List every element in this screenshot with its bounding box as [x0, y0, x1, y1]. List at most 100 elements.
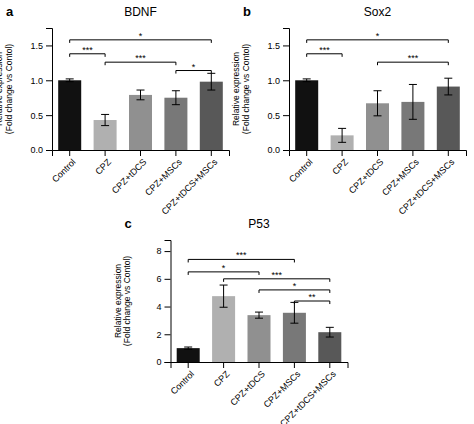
significance-label: *	[192, 62, 196, 72]
y-axis: 0.00.51.01.5	[267, 29, 289, 156]
x-tick: CPZ+tDCS+MSCs	[160, 150, 220, 217]
significance-label: ***	[271, 270, 282, 280]
bar	[247, 315, 270, 362]
error-bar	[374, 91, 382, 116]
y-tick: 0.0	[267, 145, 289, 155]
x-tick-mark	[140, 150, 141, 156]
y-tick-label: 1.5	[267, 41, 280, 51]
bar	[177, 348, 200, 362]
y-tick: 1.0	[30, 76, 52, 86]
significance-label: ***	[236, 250, 247, 260]
x-tick-mark	[223, 362, 224, 368]
significance: **********	[188, 250, 330, 304]
y-tick-mark	[46, 115, 52, 116]
y-tick: 8	[156, 246, 170, 256]
title: Sox2	[364, 5, 392, 19]
y-tick-mark	[46, 80, 52, 81]
y-tick: 1.5	[30, 41, 52, 51]
error-bar	[338, 128, 346, 142]
y-tick: 0.0	[30, 145, 52, 155]
y-tick-mark	[165, 362, 171, 363]
y-axis-title: Relative expression(Fold change vs Conto…	[0, 44, 14, 134]
y-tick: 6	[156, 274, 170, 284]
x-tick-label: CPZ	[93, 157, 113, 177]
y-tick: 4	[156, 302, 170, 312]
y-tick: 1.5	[267, 41, 289, 51]
x-tick-mark	[294, 362, 295, 368]
y-tick-label: 6	[156, 274, 161, 284]
x-axis: ControlCPZCPZ+tDCSCPZ+MSCsCPZ+tDCS+MSCs	[50, 150, 229, 217]
error-bar	[172, 91, 180, 105]
y-tick-mark	[283, 45, 289, 46]
x-tick-label: Control	[169, 369, 197, 397]
y-tick-mark	[283, 80, 289, 81]
x-axis-line	[171, 363, 348, 369]
y-axis-line	[165, 241, 172, 363]
y-tick-label: 1.0	[30, 76, 43, 86]
error-bar	[303, 79, 311, 82]
panel: 0.00.51.01.5ControlCPZCPZ+tDCSCPZ+MSCsCP…	[231, 4, 467, 217]
x-tick: Control	[287, 150, 315, 185]
y-tick-label: 0.0	[267, 145, 280, 155]
x-tick-label: CPZ+tDCS+MSCs	[278, 369, 338, 424]
significance-label: ***	[408, 53, 419, 63]
x-tick-mark	[211, 150, 212, 156]
x-tick-label: CPZ+tDCS+MSCs	[160, 157, 220, 217]
x-tick-mark	[377, 150, 378, 156]
y-axis: 0.0 0.5 1.0 1.5	[30, 29, 52, 156]
plot-area	[295, 78, 460, 150]
title: P53	[248, 217, 270, 231]
error-bar	[101, 114, 109, 125]
panel-label: b	[243, 4, 251, 19]
x-tick-label: CPZ	[212, 369, 232, 389]
y-tick: 0.5	[30, 111, 52, 121]
y-tick-label: 8	[156, 246, 161, 256]
y-tick-label: 1.5	[30, 41, 43, 51]
y-tick-mark	[165, 251, 171, 252]
significance-label: *	[139, 31, 143, 41]
y-axis-title: Relative expression(Fold change vs Conto…	[113, 256, 133, 346]
x-axis: ControlCPZCPZ+tDCSCPZ+MSCsCPZ+tDCS+MSCs	[169, 362, 348, 424]
y-axis: 02468	[156, 241, 171, 368]
panel-label: a	[6, 4, 14, 19]
significance-label: ***	[135, 53, 146, 63]
x-tick: CPZ+tDCS	[347, 150, 386, 196]
x-tick: CPZ+tDCS	[110, 150, 149, 196]
bar	[437, 87, 460, 150]
error-bar	[255, 312, 263, 318]
x-tick: CPZ+tDCS	[228, 362, 267, 408]
x-tick: Control	[169, 362, 197, 397]
panel: 02468ControlCPZCPZ+tDCSCPZ+MSCsCPZ+tDCS+…	[113, 216, 349, 424]
y-tick-mark	[283, 150, 289, 151]
bar	[295, 80, 318, 150]
y-tick-mark	[165, 334, 171, 335]
x-tick: CPZ	[330, 150, 350, 177]
x-tick-mark	[175, 150, 176, 156]
significance: ********	[70, 31, 212, 74]
y-axis-line	[46, 29, 53, 151]
significance-label: *	[376, 31, 380, 41]
x-tick-mark	[105, 150, 106, 156]
x-tick: CPZ+tDCS+MSCs	[278, 362, 338, 424]
significance-label: *	[222, 263, 226, 273]
y-tick-mark	[46, 150, 52, 151]
y-axis-title: Relative expression(Fold change vs Conto…	[231, 44, 251, 134]
error-bar	[207, 73, 215, 90]
x-tick-mark	[188, 362, 189, 368]
x-tick-label: CPZ	[330, 157, 350, 177]
significance-label: **	[309, 292, 317, 302]
x-tick: CPZ	[93, 150, 113, 177]
y-tick-label: 1.0	[267, 76, 280, 86]
panel-label: c	[125, 216, 132, 231]
y-tick-label: 0.0	[30, 145, 43, 155]
x-axis-line	[53, 151, 230, 157]
error-bar	[409, 84, 417, 119]
x-tick-mark	[448, 150, 449, 156]
error-bar	[444, 78, 452, 95]
significance-label: ***	[319, 45, 330, 55]
y-tick: 2	[156, 330, 170, 340]
error-bar	[326, 327, 334, 337]
plot-area	[177, 285, 342, 362]
x-tick-mark	[412, 150, 413, 156]
x-tick: CPZ+tDCS+MSCs	[397, 150, 457, 217]
